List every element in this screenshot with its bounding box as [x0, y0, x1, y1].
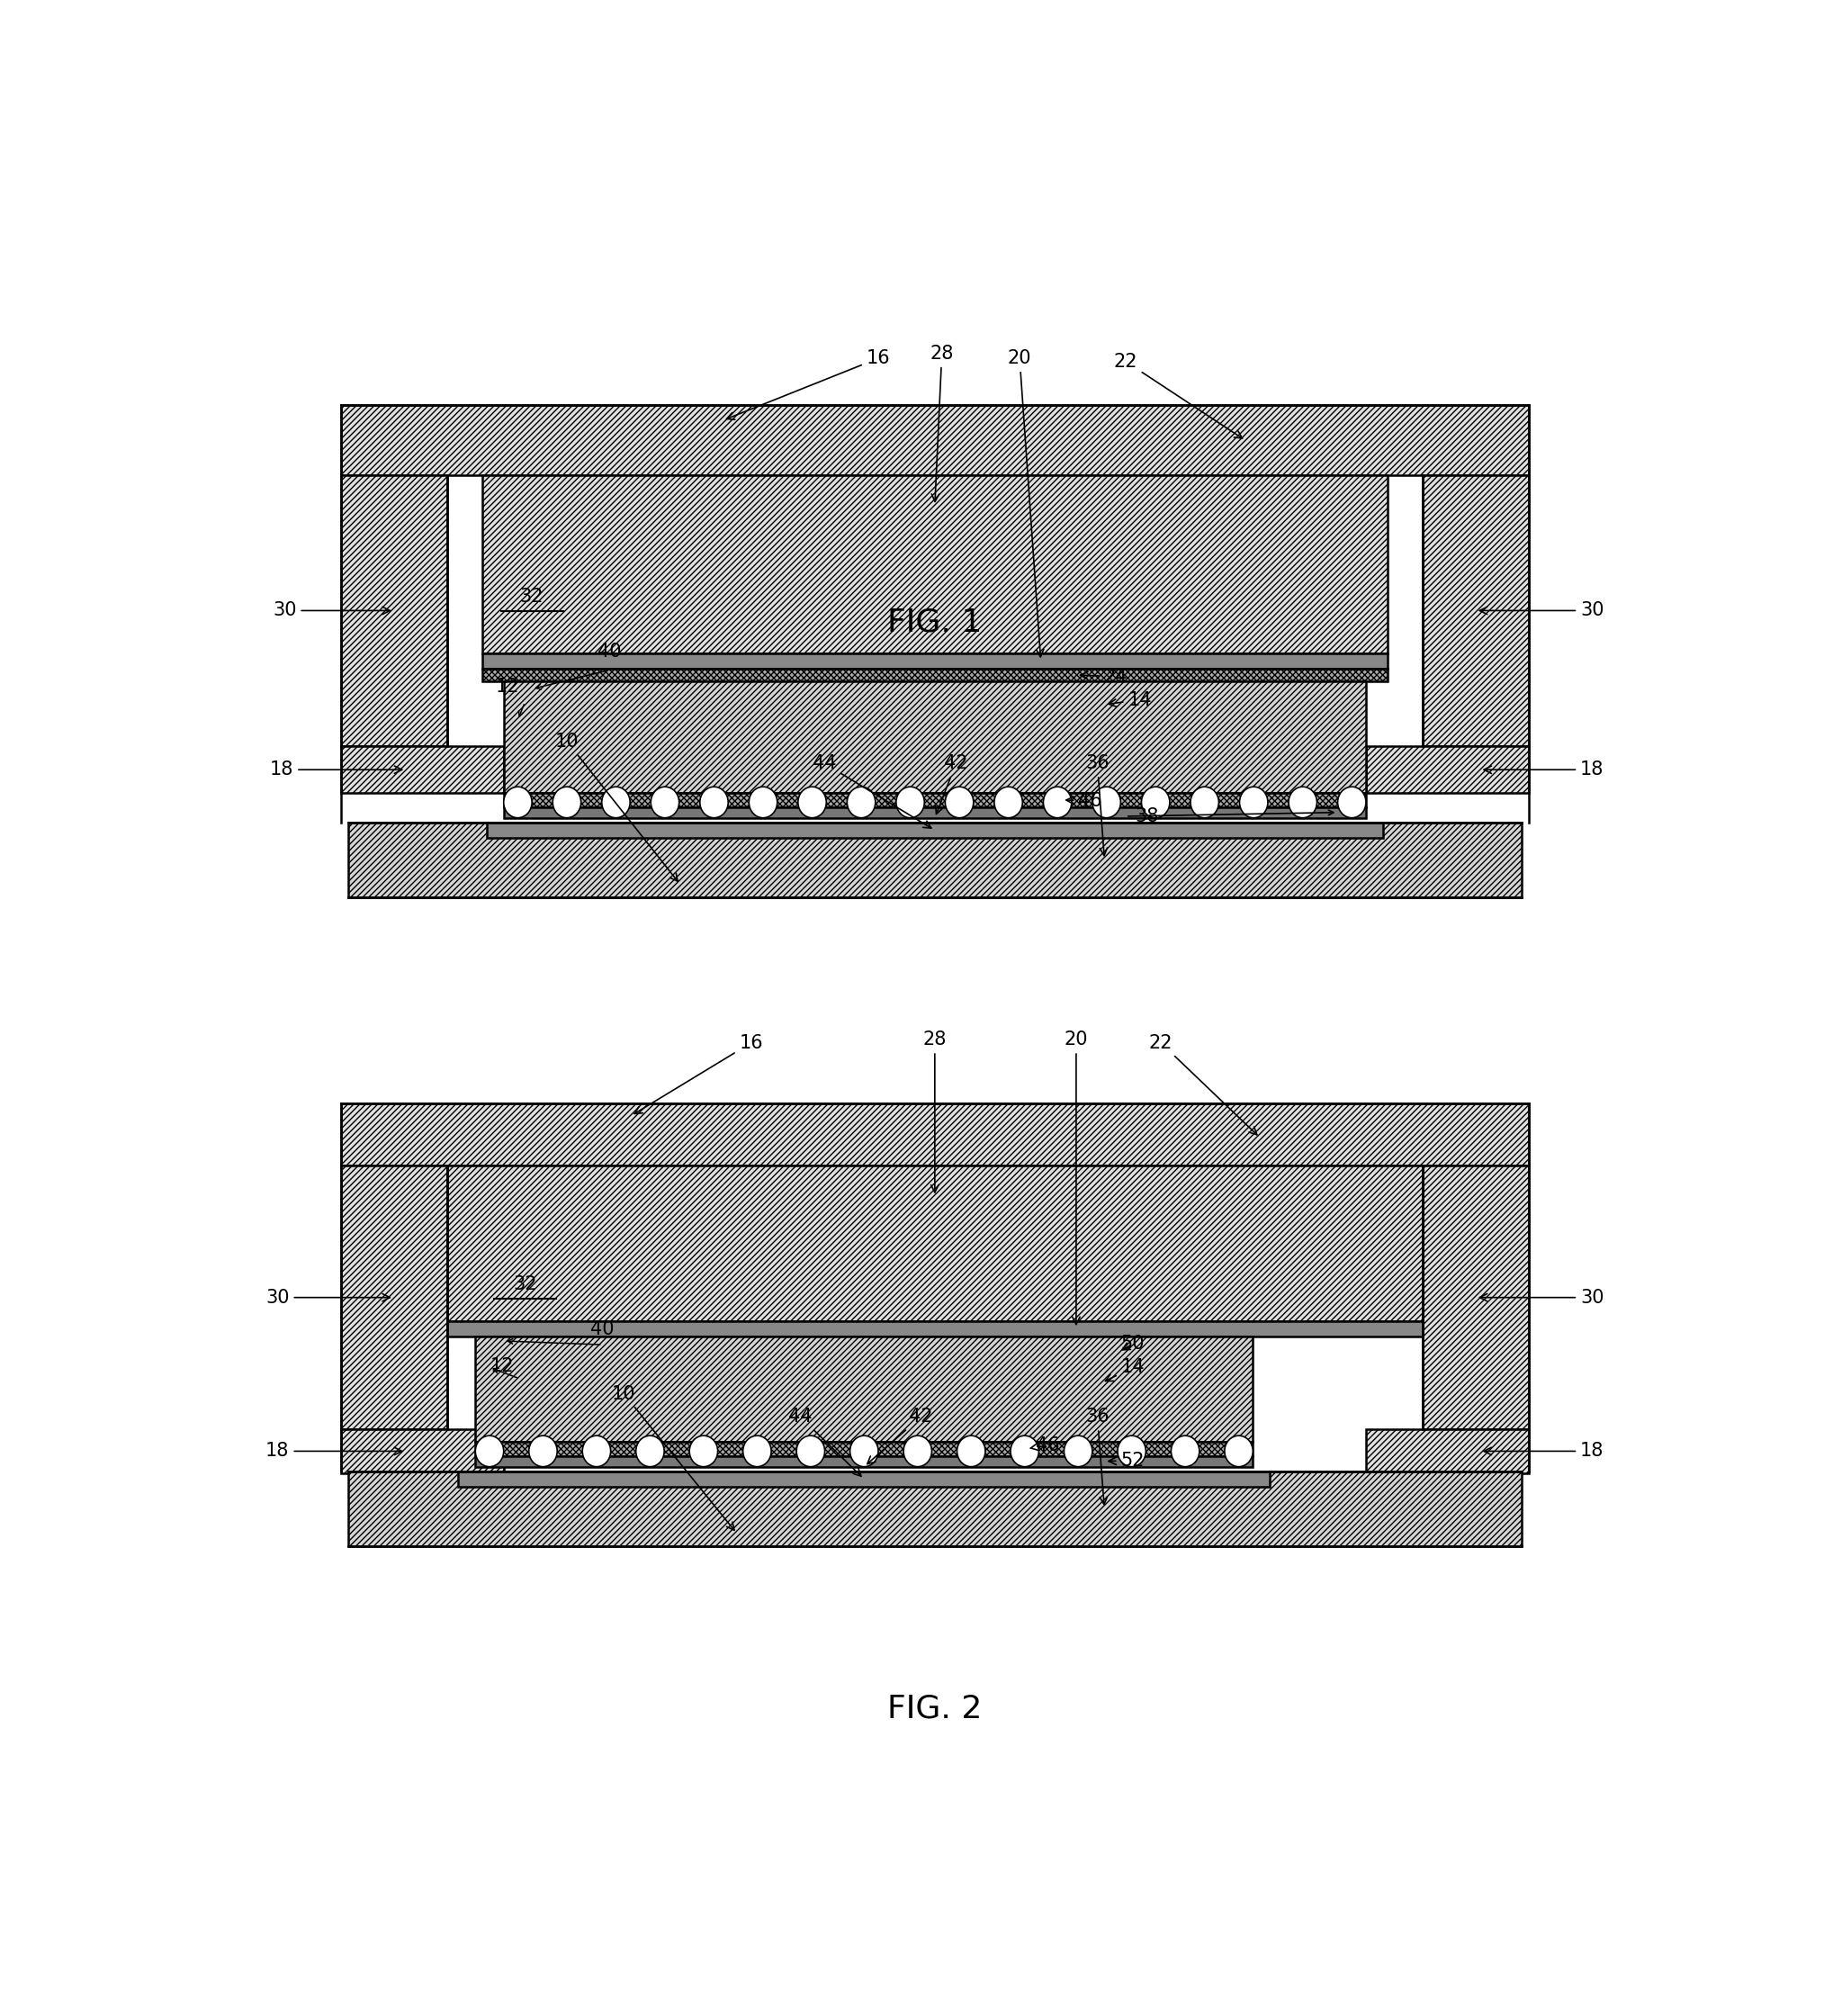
- Circle shape: [553, 786, 582, 818]
- Text: 40: 40: [598, 643, 622, 661]
- Text: 10: 10: [611, 1385, 735, 1530]
- Text: 18: 18: [270, 760, 401, 778]
- Circle shape: [700, 786, 728, 818]
- Circle shape: [689, 1435, 717, 1468]
- Circle shape: [1043, 786, 1071, 818]
- Text: 10: 10: [554, 732, 679, 881]
- Circle shape: [1288, 786, 1317, 818]
- Circle shape: [1337, 786, 1366, 818]
- Bar: [476, 1337, 1253, 1441]
- Text: 14: 14: [1105, 1359, 1145, 1381]
- Bar: [476, 1441, 1253, 1456]
- Circle shape: [529, 1435, 556, 1468]
- Bar: [447, 1320, 1423, 1337]
- Text: 20: 20: [1007, 349, 1043, 657]
- Bar: [476, 1456, 1253, 1468]
- Circle shape: [476, 1435, 503, 1468]
- Circle shape: [602, 786, 629, 818]
- Circle shape: [994, 786, 1023, 818]
- Circle shape: [958, 1435, 985, 1468]
- Text: 28: 28: [930, 345, 954, 502]
- Circle shape: [742, 1435, 772, 1468]
- Bar: [503, 681, 1366, 792]
- Bar: [341, 746, 503, 792]
- Bar: [1423, 1165, 1529, 1429]
- Circle shape: [850, 1435, 879, 1468]
- Text: 36: 36: [1085, 1407, 1109, 1504]
- Text: 30: 30: [1479, 1288, 1603, 1306]
- Text: 30: 30: [266, 1288, 390, 1306]
- Text: 28: 28: [923, 1030, 947, 1191]
- Bar: [458, 1472, 1270, 1488]
- Text: 46: 46: [1031, 1435, 1060, 1454]
- Text: 30: 30: [272, 601, 390, 619]
- Circle shape: [1191, 786, 1218, 818]
- Bar: [341, 474, 447, 746]
- Circle shape: [1063, 1435, 1093, 1468]
- Text: 24: 24: [1080, 667, 1127, 685]
- Text: 20: 20: [1063, 1030, 1089, 1325]
- Text: FIG. 1: FIG. 1: [888, 607, 981, 637]
- Text: 14: 14: [1109, 691, 1151, 710]
- Bar: [341, 1165, 447, 1429]
- Circle shape: [1010, 1435, 1040, 1468]
- Text: FIG. 2: FIG. 2: [888, 1693, 981, 1724]
- Circle shape: [1142, 786, 1169, 818]
- Text: 32: 32: [520, 589, 544, 607]
- Bar: [341, 1429, 503, 1474]
- Text: 12: 12: [491, 1357, 514, 1375]
- Text: 22: 22: [1149, 1034, 1257, 1135]
- Text: 18: 18: [1485, 760, 1603, 778]
- Text: 18: 18: [1485, 1441, 1603, 1460]
- Bar: [503, 806, 1366, 818]
- Text: 46: 46: [1067, 792, 1102, 810]
- Text: 50: 50: [1120, 1335, 1145, 1353]
- Bar: [1423, 474, 1529, 746]
- Bar: [482, 474, 1388, 653]
- Circle shape: [637, 1435, 664, 1468]
- Bar: [1366, 746, 1529, 792]
- Bar: [341, 1103, 1529, 1165]
- Circle shape: [799, 786, 826, 818]
- Circle shape: [1093, 786, 1120, 818]
- Circle shape: [1224, 1435, 1253, 1468]
- Circle shape: [1171, 1435, 1200, 1468]
- Text: 44: 44: [814, 754, 932, 829]
- Bar: [487, 823, 1383, 839]
- Bar: [482, 653, 1388, 669]
- Text: 30: 30: [1479, 601, 1603, 619]
- Bar: [348, 823, 1521, 897]
- Circle shape: [651, 786, 679, 818]
- Circle shape: [896, 786, 925, 818]
- Bar: [341, 405, 1529, 476]
- Circle shape: [797, 1435, 824, 1468]
- Circle shape: [1118, 1435, 1145, 1468]
- Text: 44: 44: [788, 1407, 861, 1476]
- Circle shape: [945, 786, 974, 818]
- Circle shape: [582, 1435, 611, 1468]
- Text: 32: 32: [513, 1276, 536, 1294]
- Circle shape: [750, 786, 777, 818]
- Text: 22: 22: [1114, 353, 1242, 437]
- Bar: [447, 1165, 1423, 1320]
- Text: 16: 16: [726, 349, 890, 419]
- Bar: [348, 1472, 1521, 1546]
- Circle shape: [1240, 786, 1268, 818]
- Text: 18: 18: [266, 1441, 401, 1460]
- Text: 42: 42: [866, 1407, 932, 1464]
- Text: 16: 16: [635, 1034, 762, 1113]
- Bar: [1366, 1429, 1529, 1474]
- Text: 38: 38: [1135, 806, 1158, 825]
- Text: 40: 40: [591, 1320, 615, 1339]
- Bar: [503, 792, 1366, 806]
- Bar: [482, 669, 1388, 681]
- Circle shape: [903, 1435, 932, 1468]
- Text: 36: 36: [1085, 754, 1109, 855]
- Circle shape: [503, 786, 533, 818]
- Text: 12: 12: [496, 677, 520, 696]
- Text: 42: 42: [936, 754, 969, 814]
- Circle shape: [846, 786, 876, 818]
- Text: 52: 52: [1109, 1452, 1145, 1470]
